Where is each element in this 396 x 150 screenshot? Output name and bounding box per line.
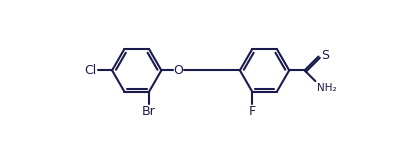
Text: NH₂: NH₂	[317, 83, 337, 93]
Text: Br: Br	[142, 105, 156, 118]
Text: O: O	[173, 64, 183, 77]
Text: Cl: Cl	[84, 64, 97, 77]
Text: F: F	[249, 105, 256, 118]
Text: S: S	[321, 49, 329, 62]
